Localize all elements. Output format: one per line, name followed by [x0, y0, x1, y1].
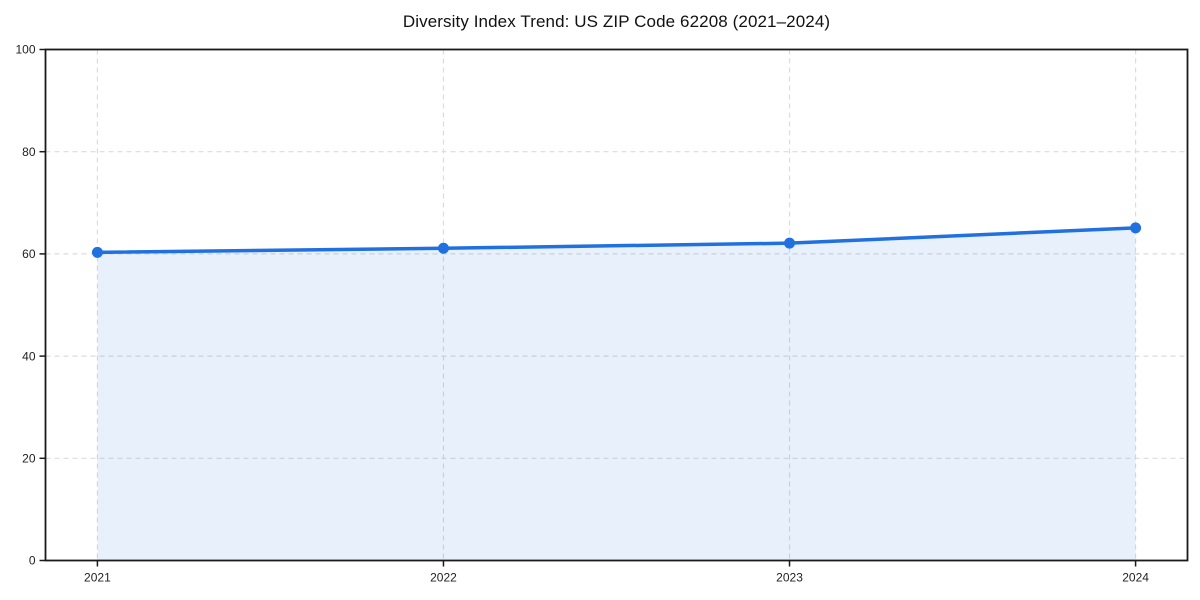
data-point [784, 237, 796, 249]
data-point [91, 246, 103, 258]
x-tick-label: 2024 [1122, 571, 1149, 585]
y-tick-label: 100 [15, 43, 35, 57]
y-tick-label: 0 [29, 554, 36, 568]
y-tick-label: 20 [22, 452, 36, 466]
x-tick-label: 2022 [430, 571, 457, 585]
axis-spines [44, 48, 1189, 562]
trend-line [95, 226, 1138, 255]
y-tick-label: 80 [22, 145, 36, 159]
y-tick-label: 40 [22, 349, 36, 363]
data-point [437, 242, 449, 254]
y-tick-label: 60 [22, 247, 36, 261]
area-fill [97, 227, 1136, 561]
x-tick-label: 2021 [84, 571, 111, 585]
data-point [1130, 222, 1142, 234]
x-tick-label: 2023 [776, 571, 803, 585]
chart-title: Diversity Index Trend: US ZIP Code 62208… [402, 12, 831, 31]
